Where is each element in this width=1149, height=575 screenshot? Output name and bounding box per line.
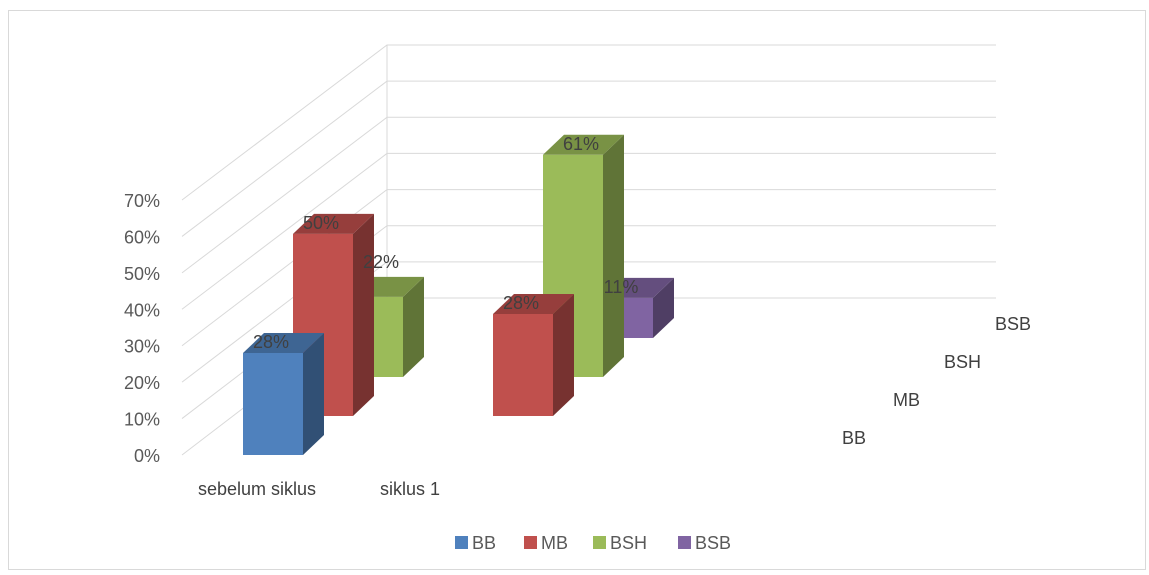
bar-top	[243, 333, 324, 353]
category-labels: sebelum siklus siklus 1	[198, 479, 440, 499]
bar-front	[243, 353, 303, 455]
bar-MB-siklus-1	[493, 294, 574, 416]
y-tick-label: 30%	[124, 337, 160, 357]
y-tick-label: 70%	[124, 191, 160, 211]
category-label: sebelum siklus	[198, 479, 316, 499]
bar-side	[653, 277, 674, 338]
legend-label: BSB	[695, 533, 731, 553]
legend-label: BSH	[610, 533, 647, 553]
bars-layer	[243, 134, 674, 455]
bar-side	[553, 294, 574, 416]
y-tick-label: 0%	[134, 446, 160, 466]
bar-side	[303, 333, 324, 455]
legend-label: BB	[472, 533, 496, 553]
y-tick-label: 50%	[124, 264, 160, 284]
legend-label: MB	[541, 533, 568, 553]
y-axis-ticks: 0% 10% 20% 30% 40% 50% 60% 70%	[124, 191, 160, 466]
bar-top	[493, 294, 574, 314]
bar-front	[493, 314, 553, 416]
depth-axis-label: BSB	[995, 314, 1031, 334]
data-label: 50%	[303, 213, 339, 233]
depth-axis-labels: BB MB BSH BSB	[842, 314, 1031, 448]
bar-side	[603, 134, 624, 377]
legend-item-BB: BB	[455, 533, 496, 553]
legend-swatch	[524, 536, 537, 549]
bar-side	[403, 276, 424, 377]
data-labels-layer: 11% 22% 61% 50% 28% 28%	[253, 134, 638, 352]
y-tick-label: 20%	[124, 373, 160, 393]
data-label: 11%	[604, 277, 639, 297]
y-tick-label: 40%	[124, 300, 160, 320]
category-label: siklus 1	[380, 479, 440, 499]
legend-swatch	[593, 536, 606, 549]
legend-item-MB: MB	[524, 533, 568, 553]
y-tick-label: 60%	[124, 227, 160, 247]
y-tick-label: 10%	[124, 410, 160, 430]
data-label: 22%	[363, 252, 399, 272]
legend-item-BSB: BSB	[678, 533, 731, 553]
bar-top	[293, 213, 374, 234]
depth-axis-label: BB	[842, 428, 866, 448]
legend-swatch	[455, 536, 468, 549]
bar-BB-sebelum-siklus	[243, 333, 324, 455]
legend: BB MB BSH BSB	[455, 533, 731, 553]
data-label: 61%	[563, 134, 599, 154]
depth-axis-label: MB	[893, 390, 920, 410]
data-label: 28%	[503, 293, 539, 313]
data-label: 28%	[253, 332, 289, 352]
legend-item-BSH: BSH	[593, 533, 647, 553]
depth-axis-label: BSH	[944, 352, 981, 372]
legend-swatch	[678, 536, 691, 549]
bar-top	[543, 134, 624, 155]
bar-side	[353, 213, 374, 416]
